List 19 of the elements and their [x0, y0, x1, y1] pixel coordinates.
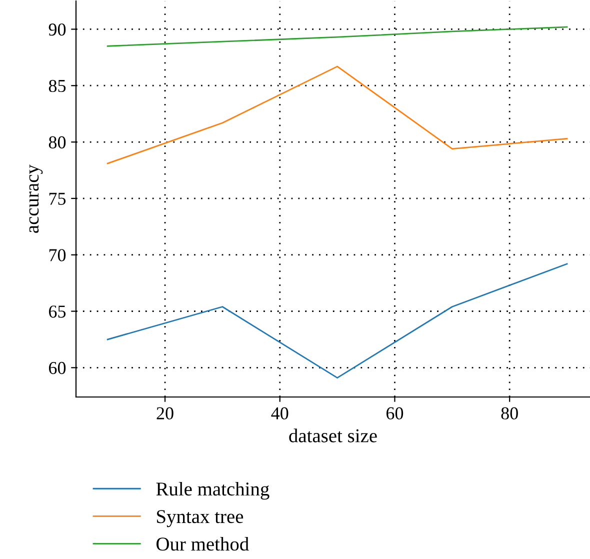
y-tick-label: 75 [49, 192, 66, 205]
line-series [106, 66, 568, 164]
legend-label: Rule matching [156, 482, 270, 500]
x-tick-label: 80 [501, 407, 518, 420]
x-tick-label: 40 [271, 407, 288, 420]
y-tick-label: 65 [49, 306, 66, 318]
y-tick-label: 60 [49, 362, 66, 374]
y-tick-label: 90 [48, 23, 66, 36]
legend-label: Our method [156, 536, 249, 551]
y-tick-label: 70 [49, 249, 66, 262]
line-series [106, 26, 568, 47]
y-tick-label: 85 [48, 80, 66, 92]
x-tick-label: 20 [156, 407, 174, 420]
line-series [106, 263, 568, 379]
y-tick-label: 80 [48, 136, 66, 148]
legend-label: Syntax tree [157, 510, 244, 528]
x-tick-label: 60 [386, 407, 404, 420]
x-axis-title: dataset size [289, 428, 377, 442]
y-axis-title: accuracy [29, 164, 43, 233]
